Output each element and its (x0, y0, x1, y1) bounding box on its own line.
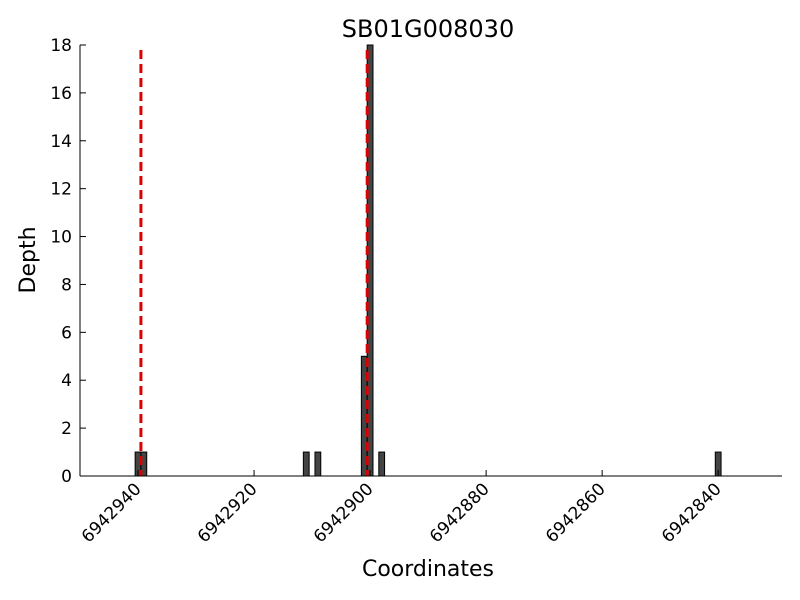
bars-group (134, 44, 722, 477)
x-axis-label: Coordinates (362, 557, 494, 582)
y-tick-label-5: 10 (50, 228, 72, 248)
x-tick-label-5: 6942840 (658, 479, 726, 547)
axes-group (79, 45, 782, 477)
y-tick-label-3: 6 (61, 323, 72, 343)
y-tick-label-7: 14 (50, 132, 72, 152)
y-axis-label: Depth (16, 226, 41, 293)
y-tick-label-0: 0 (61, 467, 72, 487)
chart-title: SB01G008030 (342, 15, 514, 43)
x-tick-label-1: 6942920 (194, 479, 262, 547)
y-tick-label-2: 4 (61, 371, 72, 391)
bar-0-6 (378, 451, 386, 477)
x-tick-label-3: 6942880 (426, 479, 494, 547)
y-tick-label-4: 8 (61, 275, 72, 295)
y-tick-label-6: 12 (50, 180, 72, 200)
x-axis-ticks: 6942940 6942920 6942900 6942880 6942860 69428… (78, 470, 726, 547)
bar-0-2 (302, 451, 310, 477)
y-axis-ticks: 0 2 4 6 8 10 12 14 16 18 (50, 36, 86, 487)
y-tick-label-8: 16 (50, 84, 72, 104)
y-tick-label-1: 2 (61, 419, 72, 439)
marker-lines-group (139, 50, 369, 476)
y-tick-label-9: 18 (50, 36, 72, 56)
x-tick-label-2: 6942900 (310, 479, 378, 547)
bar-0-3 (314, 451, 322, 477)
x-tick-label-0: 6942940 (78, 479, 146, 547)
x-tick-label-4: 6942860 (542, 479, 610, 547)
